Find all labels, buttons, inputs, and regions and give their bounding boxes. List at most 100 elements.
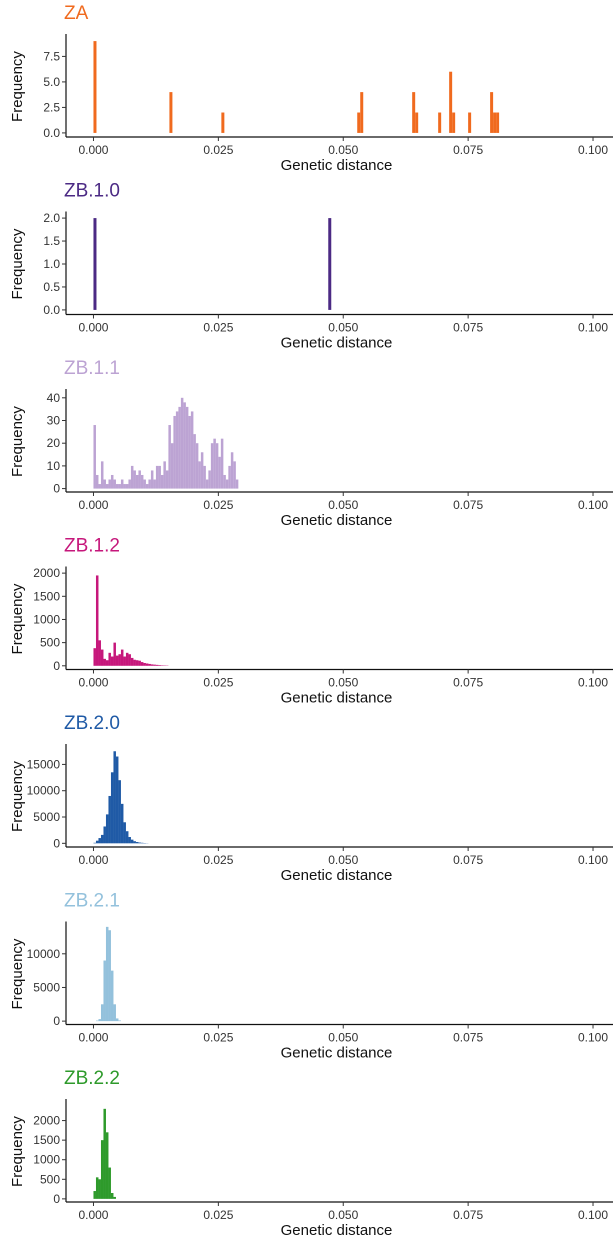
panel-2-bar-50 [218, 457, 221, 489]
panel-2-bar-19 [141, 475, 144, 489]
panel-5-ytick-label-0: 0 [53, 1014, 60, 1028]
panel-4-bar-7 [111, 772, 114, 843]
panel-3-bar-22 [148, 664, 151, 666]
panel-0-bar-5 [412, 92, 415, 133]
panel-5-bar-8 [116, 1018, 119, 1021]
panel-2-bar-20 [143, 480, 146, 489]
panel-3-bar-17 [136, 660, 139, 666]
panel-4-bar-8 [113, 751, 116, 843]
panel-4-bar-4 [103, 826, 106, 843]
panel-4-xlabel: Genetic distance [281, 867, 393, 884]
panel-1-ytick-label-3: 1.5 [43, 234, 60, 248]
panel-2-bar-7 [111, 475, 114, 489]
panel-2-bar-32 [173, 416, 176, 489]
panel-0-xtick-label-3: 0.075 [453, 143, 483, 157]
panel-2-ytick-label-3: 30 [47, 414, 61, 428]
panel-1-xtick-label-0: 0.000 [78, 321, 108, 335]
panel-2-bar-2 [98, 484, 101, 489]
panel-3-xtick-label-1: 0.025 [203, 676, 233, 690]
panel-2-bar-53 [226, 480, 229, 489]
panel-2-ylabel: Frequency [9, 406, 26, 477]
panel-2-bar-5 [106, 484, 109, 489]
panel-0-bar-4 [360, 92, 363, 133]
panel-3-bar-12 [123, 657, 126, 666]
panel-0-bar-9 [452, 113, 455, 133]
panel-1-bar-1 [328, 218, 331, 310]
panel-1-ylabel: Frequency [9, 228, 26, 299]
panel-5-bar-3 [103, 961, 106, 1022]
panel-3-bar-26 [158, 665, 161, 666]
panel-6-ytick-label-2: 1000 [33, 1153, 60, 1167]
panel-3-bar-10 [118, 654, 121, 666]
panel-2-bar-27 [161, 475, 164, 489]
panel-0-bar-12 [493, 113, 496, 133]
panel-3-xlabel: Genetic distance [281, 690, 393, 707]
panel-6-bar-0 [93, 1191, 96, 1199]
panel-4-xtick-label-3: 0.075 [453, 853, 483, 867]
panel-5-ytick-label-1: 5000 [33, 980, 60, 994]
panel-5-xlabel: Genetic distance [281, 1045, 393, 1062]
panel-5-bar-7 [113, 1004, 116, 1021]
panel-2-bar-49 [216, 443, 219, 488]
panel-4-xtick-label-4: 0.100 [578, 853, 608, 867]
panel-2-bar-41 [196, 443, 199, 488]
panel-0-bar-1 [169, 92, 172, 133]
panel-4-bar-11 [121, 804, 124, 843]
panel-5-xtick-label-2: 0.050 [328, 1031, 358, 1045]
panel-4-bar-6 [108, 796, 111, 843]
panel-4-bar-14 [128, 837, 131, 843]
panel-2-bar-36 [183, 402, 186, 488]
panel-2-bar-3 [101, 461, 104, 488]
panel-2-bar-22 [148, 480, 151, 489]
panel-0-bar-6 [415, 113, 418, 133]
panel-3-bar-15 [131, 658, 134, 666]
panel-2-bar-18 [138, 470, 141, 488]
panel-5-xtick-label-0: 0.000 [78, 1031, 108, 1045]
panel-2-bar-40 [193, 434, 196, 488]
panel-2-bar-24 [153, 480, 156, 489]
panel-4-xtick-label-1: 0.025 [203, 853, 233, 867]
panel-2-bar-45 [206, 480, 209, 489]
panel-6-ylabel: Frequency [9, 1116, 26, 1187]
panel-3-bar-11 [121, 650, 124, 666]
panel-6-xlabel: Genetic distance [281, 1222, 393, 1236]
panel-6-ytick-label-1: 500 [40, 1172, 60, 1186]
panel-5-bar-4 [106, 927, 109, 1021]
panel-2-bar-55 [231, 452, 234, 488]
panel-4-bar-2 [98, 838, 101, 843]
panel-0-ytick-label-3: 7.5 [43, 49, 60, 63]
panel-2-bar-35 [181, 398, 184, 489]
panel-4-xtick-label-2: 0.050 [328, 853, 358, 867]
panel-2-bar-39 [191, 411, 194, 488]
panel-1-bar-0 [93, 218, 96, 310]
panel-3-bar-2 [98, 640, 101, 665]
panel-4-ytick-label-0: 0 [53, 836, 60, 850]
panel-5-bar-6 [111, 971, 114, 1022]
panel-2-bar-54 [228, 466, 231, 489]
panel-1-xtick-label-3: 0.075 [453, 321, 483, 335]
panel-3-bar-25 [156, 665, 159, 666]
panel-6-ytick-label-4: 2000 [33, 1114, 60, 1128]
panel-0-ytick-label-2: 5.0 [43, 75, 60, 89]
panel-6-ytick-label-0: 0 [53, 1192, 60, 1206]
panel-2-bar-0 [93, 425, 96, 489]
panel-3-bar-8 [113, 643, 116, 666]
panel-2-bar-42 [198, 461, 201, 488]
panel-4-bar-10 [118, 780, 121, 843]
panel-3-bar-9 [116, 656, 119, 666]
panel-6-bar-7 [111, 1193, 114, 1199]
panel-2-bar-8 [113, 480, 116, 489]
panel-3-bar-19 [141, 662, 144, 666]
panel-2-bar-44 [203, 466, 206, 489]
panel-2-bar-9 [116, 484, 119, 489]
panel-2-ytick-label-1: 10 [47, 459, 61, 473]
panel-5-xtick-label-4: 0.100 [578, 1031, 608, 1045]
panel-2-xtick-label-3: 0.075 [453, 498, 483, 512]
panel-4-ytick-label-3: 15000 [27, 757, 61, 771]
panel-0-ytick-label-1: 2.5 [43, 100, 60, 114]
panel-2-bar-30 [168, 425, 171, 489]
panel-2-bar-46 [208, 470, 211, 488]
panel-3-bar-7 [111, 657, 114, 666]
